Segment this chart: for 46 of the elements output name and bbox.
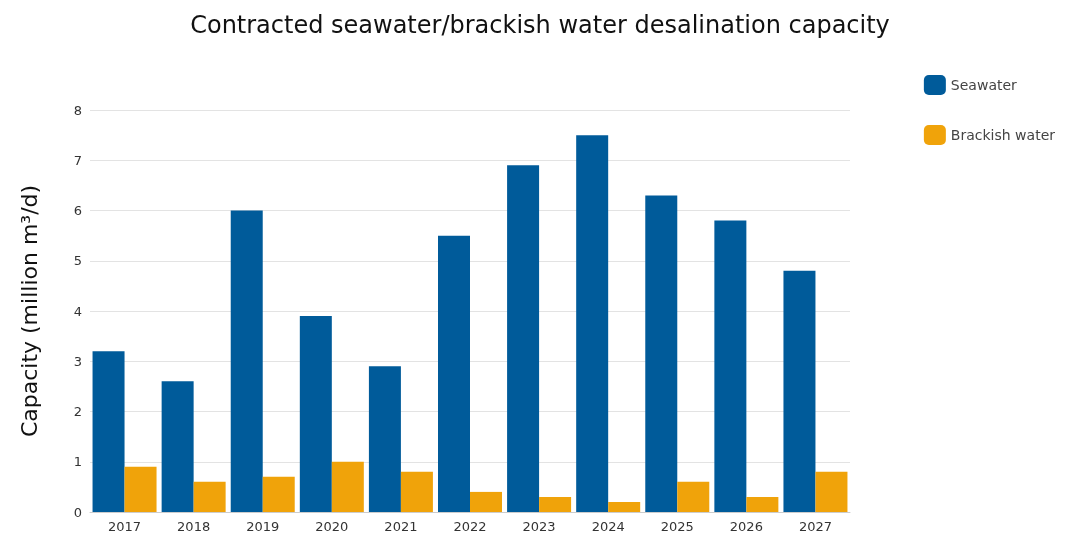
y-tick-label: 8 [73, 102, 82, 118]
x-tick-label: 2025 [660, 519, 694, 534]
y-tick-label: 3 [73, 353, 82, 369]
bar [400, 471, 433, 512]
bar [645, 195, 678, 512]
bar [507, 165, 540, 512]
x-tick-label: 2021 [384, 519, 418, 534]
bar [783, 270, 816, 512]
y-tick-label: 2 [73, 404, 82, 419]
x-tick-label: 2018 [177, 519, 211, 534]
bar [438, 235, 470, 512]
bar [368, 366, 401, 512]
y-tick-label: 5 [73, 253, 82, 269]
bar [470, 491, 502, 512]
bar [677, 481, 710, 512]
y-tick-label: 6 [73, 203, 82, 218]
bar [161, 381, 194, 512]
legend-label: Brackish water [950, 127, 1056, 143]
x-tick-label: 2020 [315, 519, 349, 534]
x-tick-label: 2019 [246, 519, 280, 534]
y-tick-label: 7 [73, 152, 82, 168]
bar [608, 501, 641, 512]
bar [746, 496, 779, 512]
bar [262, 476, 295, 512]
legend-label: Seawater [950, 77, 1018, 93]
bar [124, 466, 157, 512]
bar [539, 496, 572, 512]
y-tick-label: 1 [73, 454, 82, 470]
x-tick-label: 2024 [591, 519, 625, 534]
y-axis-title: Capacity (million m³/d) [16, 184, 42, 438]
x-tick-label: 2026 [729, 519, 763, 534]
bar [299, 316, 332, 512]
bar [331, 461, 364, 512]
bar [92, 351, 125, 512]
y-tick-label: 0 [73, 504, 82, 520]
bar [815, 471, 848, 512]
bar [714, 220, 747, 512]
y-tick-label: 4 [73, 303, 82, 319]
bar [193, 481, 226, 512]
x-tick-label: 2017 [108, 519, 142, 534]
chart-title: Contracted seawater/brackish water desalination capacity [190, 11, 890, 39]
bar [230, 210, 263, 512]
x-tick-label: 2022 [453, 519, 487, 534]
bar [576, 135, 609, 512]
x-tick-label: 2027 [798, 519, 832, 534]
x-tick-label: 2023 [522, 519, 556, 534]
